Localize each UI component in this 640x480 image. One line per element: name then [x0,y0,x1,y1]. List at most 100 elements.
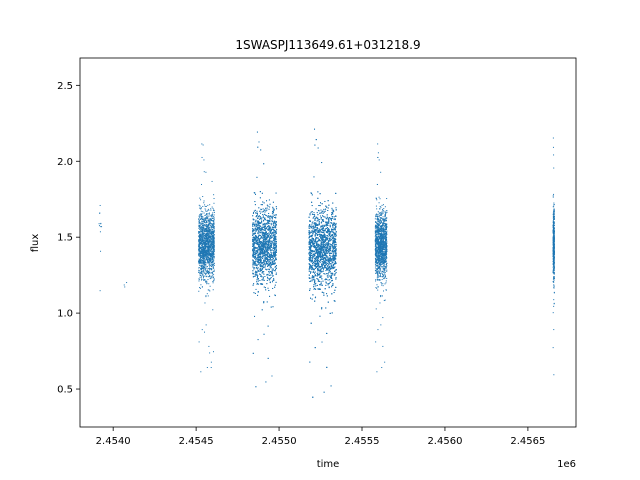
data-point [205,264,207,266]
data-point [207,226,209,228]
data-point [204,228,206,230]
data-point [256,253,258,255]
data-point [258,234,260,236]
data-point [206,266,208,268]
data-point [253,223,255,225]
data-point [209,278,211,280]
data-point [268,229,270,231]
data-point [264,226,266,228]
data-point [253,242,255,244]
data-point [203,254,205,256]
data-point [267,229,269,231]
data-point [200,210,202,212]
data-point [260,274,262,276]
data-point [265,251,267,253]
data-point [264,237,266,239]
data-point [257,261,259,263]
data-point [207,260,209,262]
data-point [264,218,266,220]
data-point [200,371,202,373]
data-point [257,227,259,229]
data-point [276,208,278,210]
data-point [273,278,275,280]
data-point [262,216,264,218]
data-point [255,267,257,269]
data-point [258,141,260,143]
data-point [273,261,275,263]
data-point [209,253,211,255]
data-point [212,267,214,269]
data-point [261,257,263,259]
data-point [204,247,206,249]
data-point [213,238,215,240]
data-point [259,265,261,267]
data-point [199,260,201,262]
data-point [264,243,266,245]
data-point [252,263,254,265]
data-point [209,253,211,255]
data-point [274,235,276,237]
data-point [207,289,209,291]
data-point [261,219,263,221]
data-point [200,262,202,264]
data-point [198,244,200,246]
data-point [253,240,255,242]
data-point [209,230,211,232]
data-point [210,242,212,244]
data-point [198,225,200,227]
data-point [200,241,202,243]
data-point [261,252,263,254]
data-point [205,237,207,239]
data-point [269,254,271,256]
data-point [206,280,208,282]
data-point [201,227,203,229]
data-point [262,232,264,234]
data-point [211,256,213,258]
data-point [262,215,264,217]
data-point [257,339,259,341]
data-point [268,255,270,257]
data-point [275,258,277,260]
data-point [267,246,269,248]
data-point [254,225,255,227]
data-point [198,255,200,257]
data-point [205,280,207,282]
data-point [126,282,128,284]
data-point [266,256,268,258]
data-point [212,237,214,239]
data-point [257,146,259,148]
data-point [253,230,255,232]
data-point [255,229,257,231]
data-point [260,269,262,271]
data-point [208,245,210,247]
data-point [260,260,262,262]
data-point [199,259,201,261]
data-point [204,217,206,219]
data-point [203,237,205,239]
data-point [199,246,201,248]
data-point [207,253,209,255]
data-point [213,240,215,242]
data-point [203,159,205,161]
data-point [257,229,259,231]
data-point [275,227,277,229]
data-point [206,210,208,212]
data-point [275,230,277,232]
data-point [265,249,267,251]
data-point [207,218,209,220]
data-point [213,209,215,211]
data-point [272,269,274,271]
data-point [256,281,258,283]
data-point [199,264,201,266]
data-point [270,236,272,238]
data-point [271,218,273,220]
data-point [198,222,200,224]
data-point [200,253,202,255]
data-point [259,218,261,220]
data-point [262,211,264,213]
data-point [207,241,209,243]
data-point [213,242,215,244]
data-point [210,226,212,228]
data-point [210,248,212,250]
data-point [200,246,202,248]
